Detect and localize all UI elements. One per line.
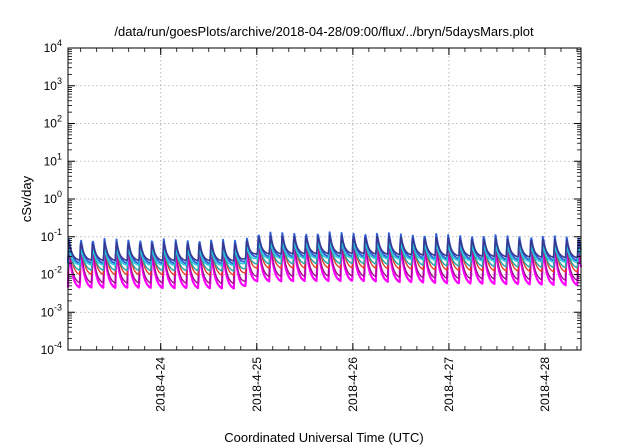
x-tick-label: 2018-4-27: [442, 357, 456, 412]
x-axis-label: Coordinated Universal Time (UTC): [224, 430, 423, 445]
x-tick-label: 2018-4-24: [154, 357, 168, 412]
grid: [68, 48, 581, 350]
chart-title: /data/run/goesPlots/archive/2018-04-28/0…: [114, 24, 534, 39]
axes: 10-4 10-3 10-2 10-1 100 101 102 103 104 2018-4-24…: [41, 38, 581, 412]
x-tick-label: 2018-4-25: [250, 357, 264, 412]
y-tick-label: 10-1: [41, 227, 62, 244]
y-tick-label: 10-4: [41, 340, 62, 357]
series-layer: [66, 231, 583, 290]
y-tick-label: 101: [44, 151, 62, 168]
series-line-7: [67, 234, 582, 262]
y-tick-label: 10-2: [41, 265, 62, 282]
y-axis-label: cSv/day: [19, 175, 34, 222]
y-tick-label: 103: [44, 76, 62, 93]
y-tick-label: 100: [44, 189, 62, 206]
x-tick-label: 2018-4-26: [346, 357, 360, 412]
y-tick-label: 10-3: [41, 302, 62, 319]
x-tick-label: 2018-4-28: [538, 357, 552, 412]
y-tick-label: 102: [44, 114, 62, 131]
y-tick-label: 104: [44, 38, 62, 55]
